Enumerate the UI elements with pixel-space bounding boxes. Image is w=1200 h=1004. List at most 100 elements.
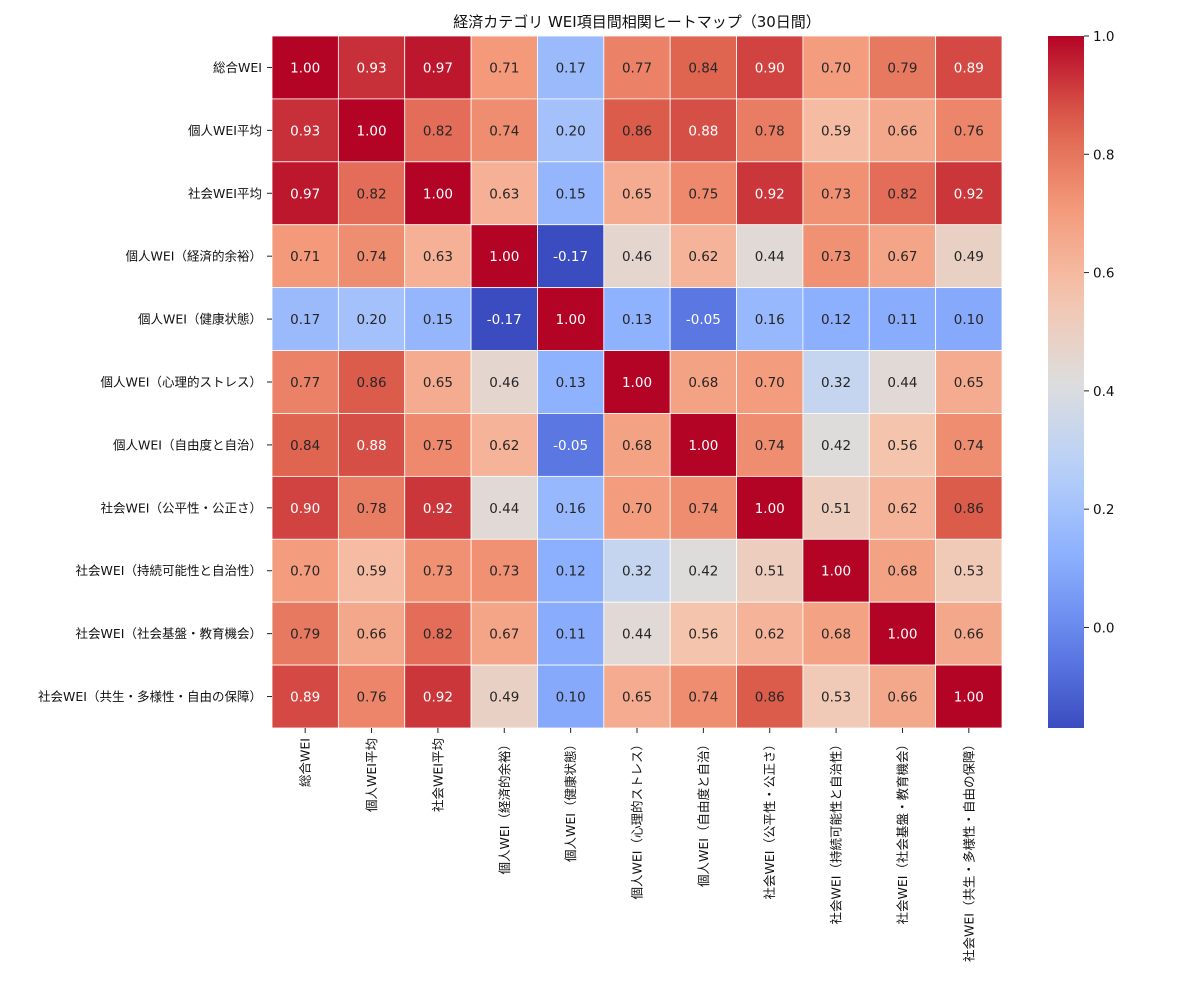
cell-value-label: 0.82 [357,186,387,202]
heatmap-cell [404,413,472,477]
cell-value-label: 0.67 [489,627,519,643]
cell-value-label: -0.17 [553,249,588,265]
heatmap-cell [868,475,937,540]
y-tick-label: 社会WEI（公平性・公正さ） [101,500,262,515]
cell-value-label: 0.62 [887,501,917,517]
cell-value-label: 0.16 [556,501,586,517]
heatmap-cell [404,98,472,163]
cell-value-label: 0.10 [954,312,984,328]
cell-value-label: 0.82 [423,627,453,643]
cell-value-label: 0.90 [755,60,785,76]
heatmap-cell [669,287,737,351]
cell-value-label: 0.67 [887,249,917,265]
cell-value-label: 0.75 [423,438,453,454]
heatmap-cell [603,664,671,729]
heatmap-cell [868,35,937,100]
cell-value-label: 0.65 [622,690,652,706]
heatmap-cell [802,350,870,414]
heatmap-cell [603,35,671,100]
heatmap-cell [537,475,605,540]
cell-value-label: -0.05 [686,312,721,328]
heatmap-cell [404,601,472,666]
cell-value-label: 0.53 [954,564,984,580]
cell-value-label: 0.84 [688,60,718,76]
heatmap-cell [337,287,406,351]
x-tick-label: 社会WEI（持続可能性と自治性） [829,738,844,924]
y-tick-label: 総合WEI [213,60,262,75]
heatmap-cell [537,664,605,729]
cell-value-label: 0.12 [821,312,851,328]
cell-value-label: 0.15 [423,312,453,328]
cell-value-label: 0.74 [688,501,718,517]
colorbar-tick-label: 0.4 [1093,384,1114,400]
cell-value-label: 0.46 [622,249,652,265]
heatmap-cell [935,287,1003,351]
heatmap-cell [271,35,339,100]
cell-value-label: 0.70 [290,564,320,580]
cell-value-label: 0.12 [556,564,586,580]
cell-value-label: 0.63 [489,186,519,202]
heatmap-cell [271,350,339,414]
cell-value-label: 0.42 [688,564,718,580]
heatmap-cell [470,601,538,666]
cell-value-label: 0.70 [755,375,785,391]
cell-value-label: 0.92 [423,690,453,706]
heatmap-cell [603,413,671,477]
heatmap-cell [603,287,671,351]
cell-value-label: 0.88 [688,123,718,139]
heatmap-cell [935,98,1003,163]
heatmap-cell [470,538,538,603]
heatmap-cell [271,601,339,666]
cell-value-label: 0.68 [688,375,718,391]
x-tick-label: 社会WEI（公平性・公正さ） [762,738,777,899]
cell-value-label: 0.17 [290,312,320,328]
cell-value-label: 0.56 [688,627,718,643]
heatmap-cells [271,35,1003,729]
cell-value-label: 0.56 [887,438,917,454]
heatmap-cell [669,98,737,163]
cell-value-label: 0.74 [688,690,718,706]
y-tick-label: 社会WEI（共生・多様性・自由の保障） [38,689,262,704]
cell-value-label: 0.92 [423,501,453,517]
heatmap-cell [603,601,671,666]
cell-value-label: 0.11 [556,627,586,643]
chart-title: 経済カテゴリ WEI項目間相関ヒートマップ（30日間） [453,13,821,31]
y-tick-label: 個人WEI（心理的ストレス） [101,375,262,390]
cell-value-label: 0.86 [622,123,652,139]
cell-value-label: 0.74 [489,123,519,139]
heatmap-cell [337,224,406,289]
cell-value-label: 0.32 [821,375,851,391]
heatmap-cell [736,475,804,540]
heatmap-cell [802,538,870,603]
cell-value-label: 0.89 [290,690,320,706]
cell-value-label: 1.00 [357,123,387,139]
cell-value-label: 0.20 [357,312,387,328]
heatmap-cell [337,475,406,540]
cell-value-label: 0.20 [556,123,586,139]
x-tick-label: 社会WEI（社会基盤・教育機会） [895,738,910,924]
colorbar-tick-label: 0.6 [1093,266,1114,282]
heatmap-cell [736,538,804,603]
y-tick-label: 社会WEI平均 [188,186,262,201]
cell-value-label: 0.46 [489,375,519,391]
cell-value-label: 0.66 [887,690,917,706]
heatmap-cell [935,350,1003,414]
cell-value-label: 1.00 [622,375,652,391]
cell-value-label: 0.74 [954,438,984,454]
heatmap-cell [603,475,671,540]
cell-value-label: 1.00 [755,501,785,517]
y-tick-label: 社会WEI（社会基盤・教育機会） [76,626,262,641]
heatmap-cell [271,538,339,603]
cell-value-label: 0.49 [954,249,984,265]
cell-value-label: 0.59 [357,564,387,580]
heatmap-cell [470,413,538,477]
heatmap-cell [271,287,339,351]
cell-value-label: 0.86 [357,375,387,391]
heatmap-cell [603,224,671,289]
heatmap-cell [935,35,1003,100]
heatmap-cell [868,538,937,603]
cell-value-label: 0.65 [954,375,984,391]
heatmap-cell [736,413,804,477]
heatmap-cell [470,475,538,540]
